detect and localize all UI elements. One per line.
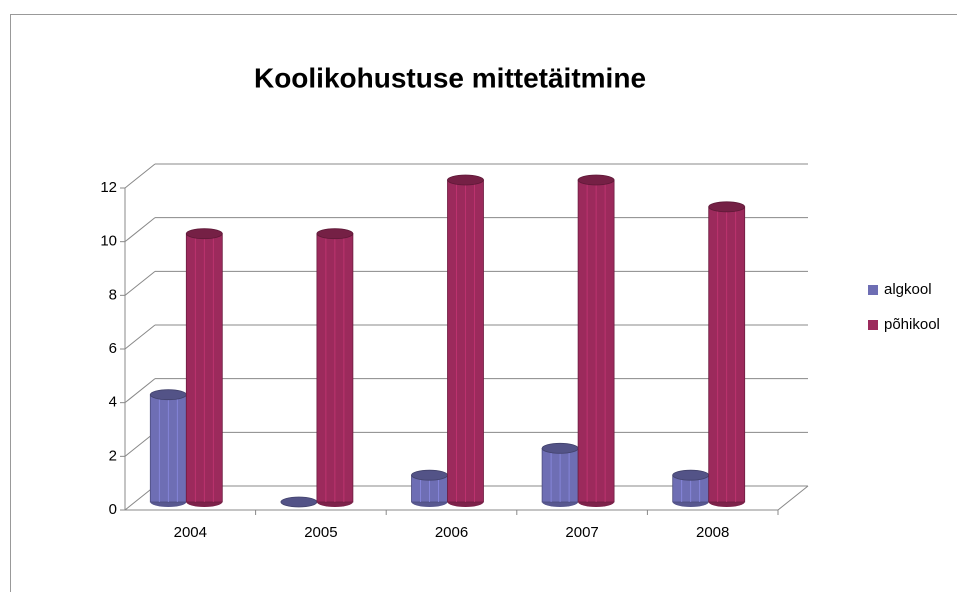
bar-top <box>411 469 448 481</box>
grid-line <box>124 270 156 296</box>
bar-top <box>708 201 746 213</box>
bar-top <box>672 469 710 481</box>
y-tick-label: 12 <box>100 179 117 196</box>
axis-line <box>777 485 809 511</box>
y-tick-label: 2 <box>109 447 117 464</box>
bar-top <box>316 228 354 240</box>
x-tick-label: 2008 <box>696 524 729 541</box>
bar-top <box>447 174 484 186</box>
x-tick-label: 2004 <box>174 524 207 541</box>
y-tick-label: 8 <box>109 286 117 303</box>
bar-top <box>185 228 223 240</box>
x-tick-label: 2007 <box>565 524 598 541</box>
grid-line <box>124 163 156 189</box>
legend-label: põhikool <box>884 316 940 333</box>
y-tick-label: 6 <box>109 340 117 357</box>
x-tick-label: 2005 <box>304 524 337 541</box>
legend-swatch <box>868 285 878 295</box>
legend-swatch <box>868 320 878 330</box>
bar-top <box>577 174 615 186</box>
bar-top <box>280 496 318 508</box>
bar-top <box>149 389 187 401</box>
bar-top <box>541 442 579 454</box>
legend-label: algkool <box>884 281 932 298</box>
x-tick-label: 2006 <box>435 524 468 541</box>
grid-line <box>124 217 156 243</box>
y-tick-label: 10 <box>100 233 117 250</box>
grid-line <box>124 378 156 404</box>
y-tick-label: 4 <box>109 394 117 411</box>
grid-line <box>124 324 156 350</box>
chart-title: Koolikohustuse mittetäitmine <box>254 62 646 93</box>
y-tick-label: 0 <box>109 501 117 518</box>
